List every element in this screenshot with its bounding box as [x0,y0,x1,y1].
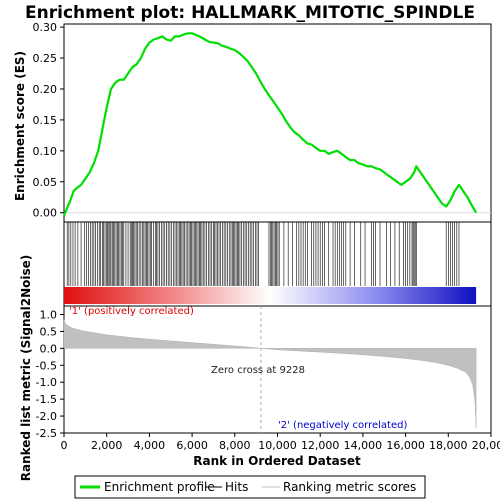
metric-panel-frame [63,305,492,434]
es-y-tick-label: 0.30 [33,21,58,34]
x-tick-label: 6,000 [176,439,208,452]
zero-cross-label: Zero cross at 9228 [211,365,305,376]
metric-y-tick-label: -2.5 [36,427,57,440]
es-panel-frame [63,23,492,223]
metric-y-tick-label: -0.5 [36,359,57,372]
es-y-tick-label: 0.25 [33,52,58,65]
positive-correlation-label: '1' (positively correlated) [69,306,194,317]
ranking-metric-area [63,319,477,428]
es-y-tick-label: 0.00 [33,207,58,220]
es-y-axis-ticks: 0.00 0.05 0.10 0.15 0.20 0.25 0.30 [33,21,64,220]
es-y-tick-label: 0.20 [33,83,58,96]
rank-gradient-bar [64,287,477,304]
x-tick-label: 8,000 [219,439,251,452]
x-tick-label: 16,000 [386,439,425,452]
legend-box [74,475,426,499]
es-y-tick-label: 0.15 [33,114,58,127]
hits-group [66,222,460,286]
metric-group [63,319,477,428]
x-tick-label: 12,000 [301,439,340,452]
metric-y-tick-label: 1.0 [40,308,58,321]
x-tick-label: 4,000 [134,439,166,452]
es-y-tick-label: 0.05 [33,176,58,189]
negative-correlation-label: '2' (negatively correlated) [278,420,407,431]
legend-hits-label: Hits [225,480,248,494]
metric-y-tick-label: 0.0 [40,342,58,355]
es-line-group [62,32,491,217]
x-tick-label: 14,000 [344,439,383,452]
x-tick-label: 0 [61,439,68,452]
metric-y-tick-label: -1.0 [36,376,57,389]
legend-metric-label: Ranking metric scores [283,480,416,494]
metric-y-tick-label: -1.5 [36,393,57,406]
x-axis-label: Rank in Ordered Dataset [193,454,361,468]
enrichment-profile-line [62,32,478,217]
x-axis-ticks: 0 2,000 4,000 6,000 8,000 10,000 12,000 14,000 1… [61,433,500,452]
legend-enrichment-label: Enrichment profile [104,480,215,494]
metric-y-axis-label: Ranked list metric (Signal2Noise) [19,255,33,482]
es-y-axis-label: Enrichment score (ES) [13,51,27,201]
chart-title: Enrichment plot: HALLMARK_MITOTIC_SPINDL… [25,3,475,23]
metric-y-tick-label: 0.5 [40,325,58,338]
x-tick-label: 18,000 [429,439,468,452]
es-y-tick-label: 0.10 [33,145,58,158]
x-tick-label: 20,000 [472,439,500,452]
metric-y-axis-ticks: 1.0 0.5 0.0 -0.5 -1.0 -1.5 -2.0 -2.5 [36,308,64,440]
metric-y-tick-label: -2.0 [36,410,57,423]
x-tick-label: 10,000 [258,439,297,452]
x-tick-label: 2,000 [91,439,123,452]
